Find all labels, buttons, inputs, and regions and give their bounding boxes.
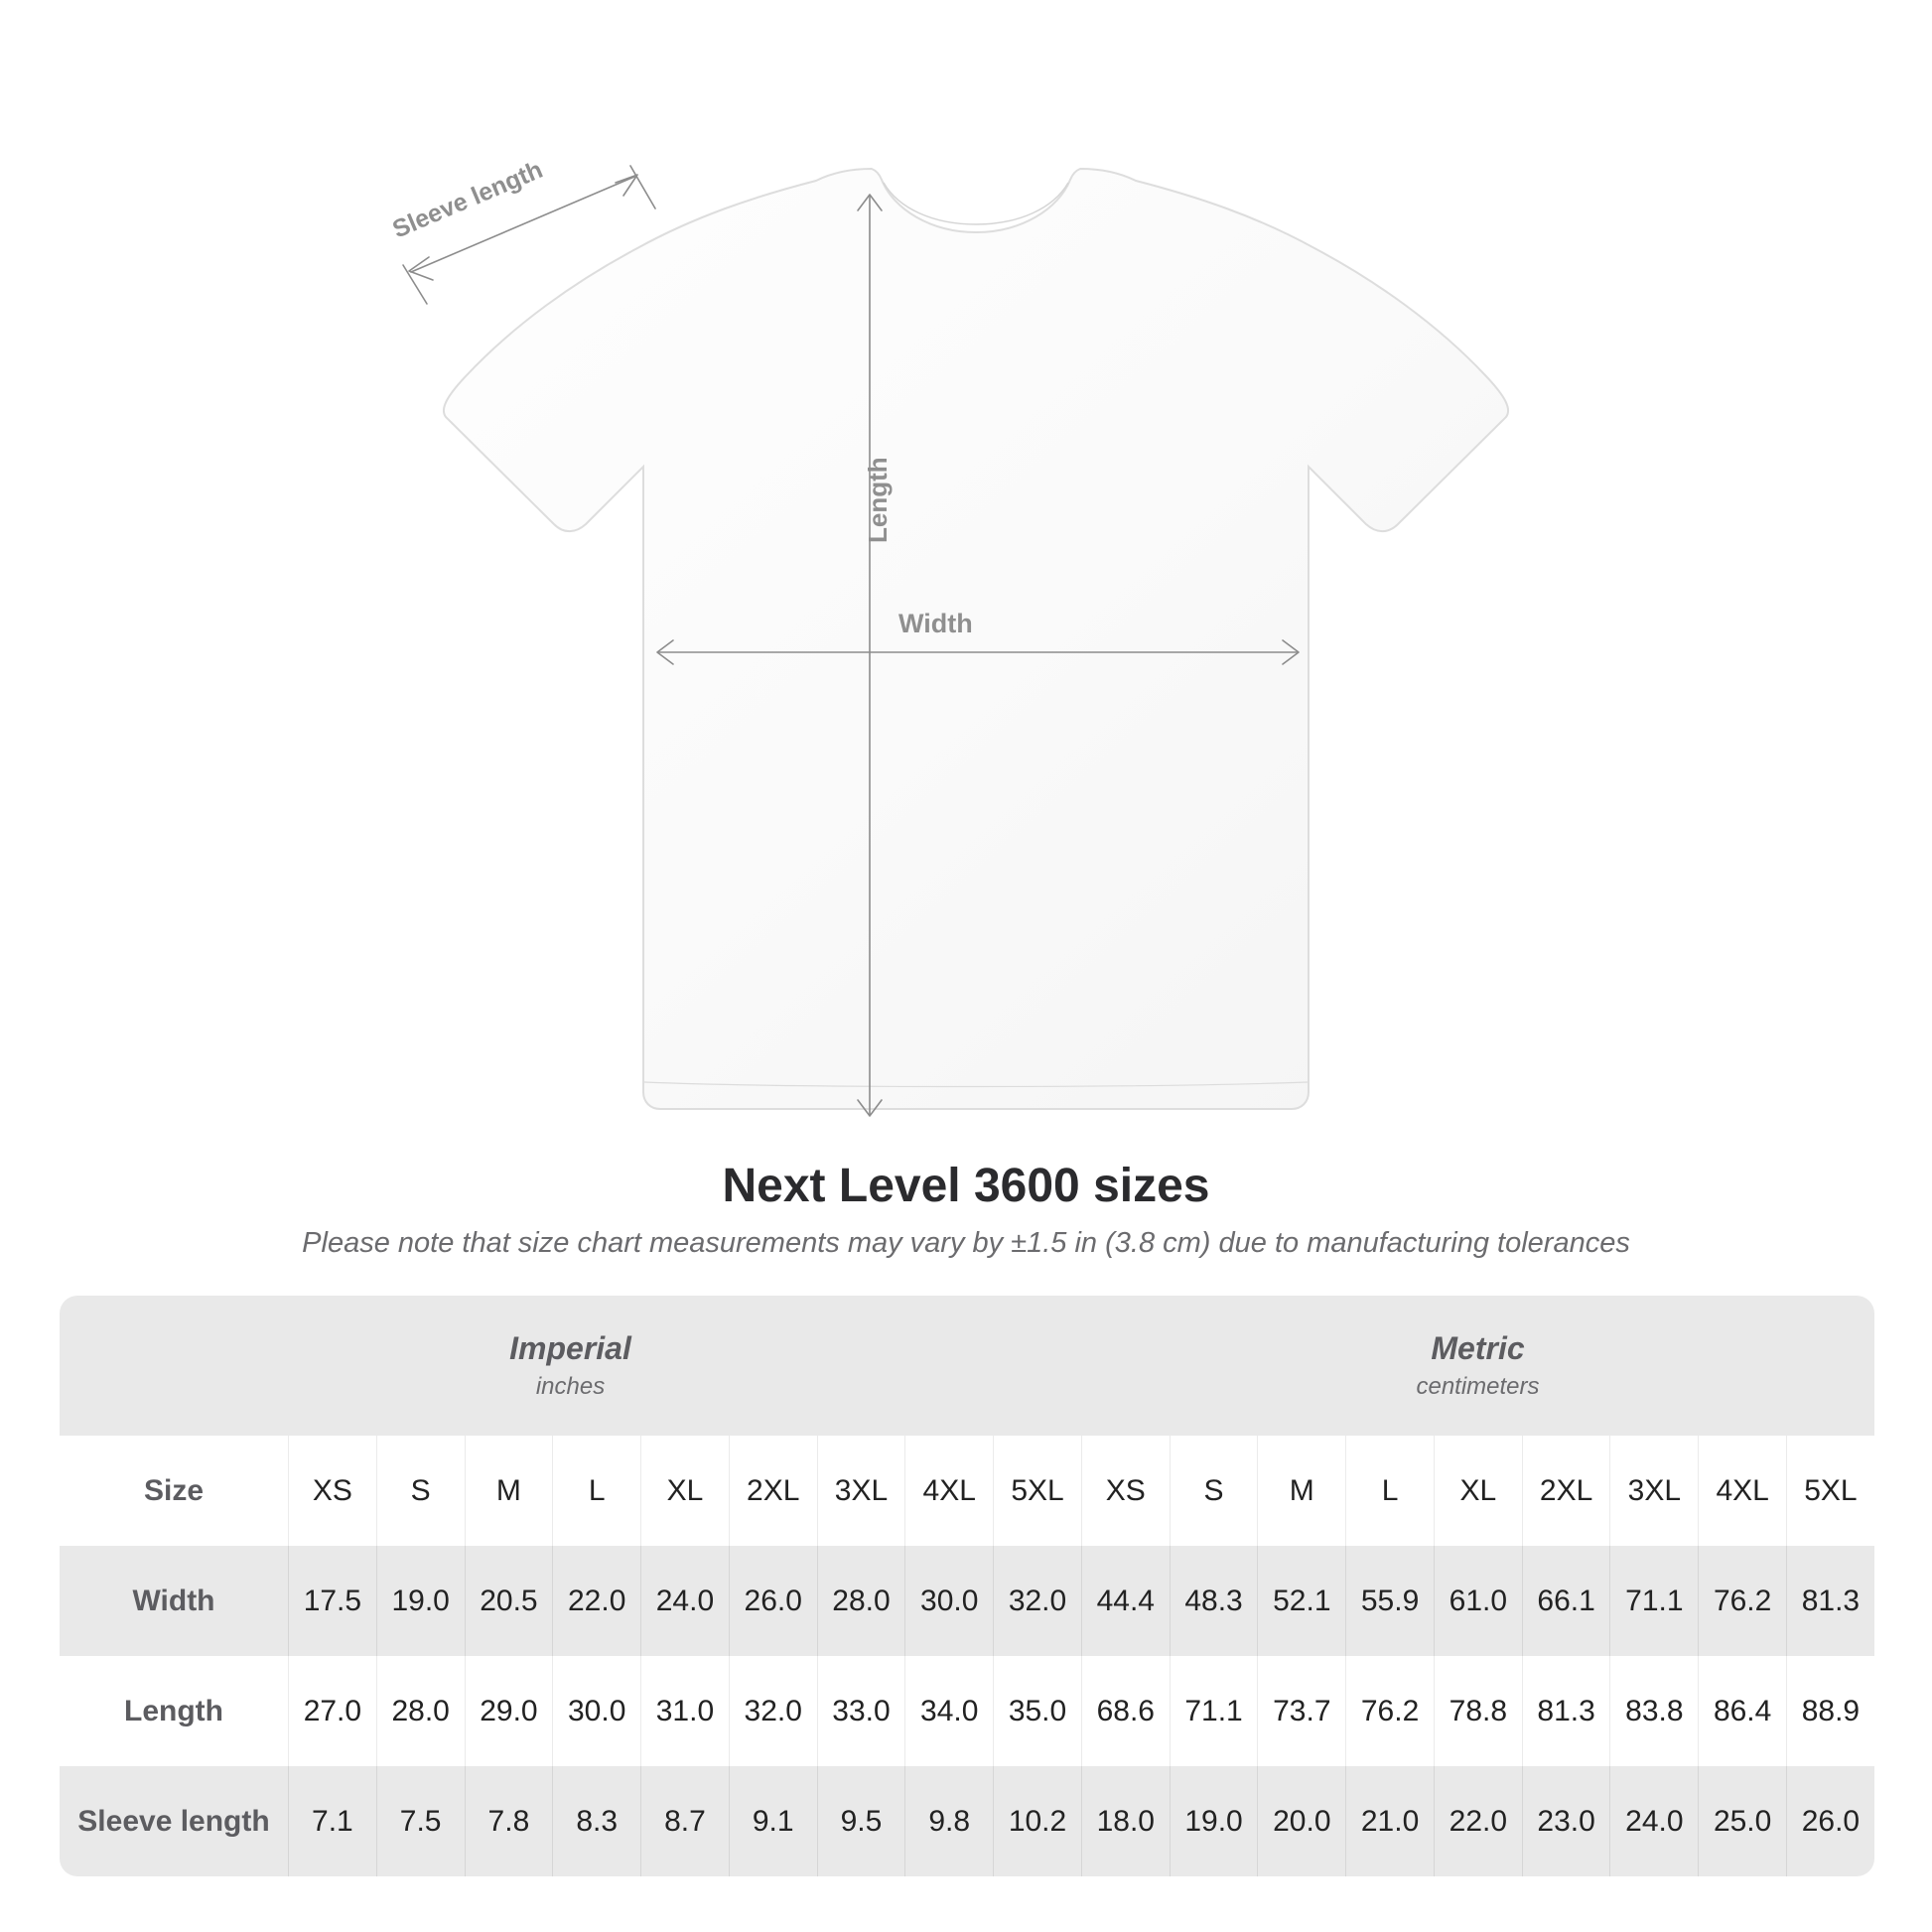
svg-text:Width: Width (898, 609, 973, 638)
svg-text:Length: Length (863, 457, 893, 543)
svg-text:Sleeve length: Sleeve length (388, 156, 546, 244)
